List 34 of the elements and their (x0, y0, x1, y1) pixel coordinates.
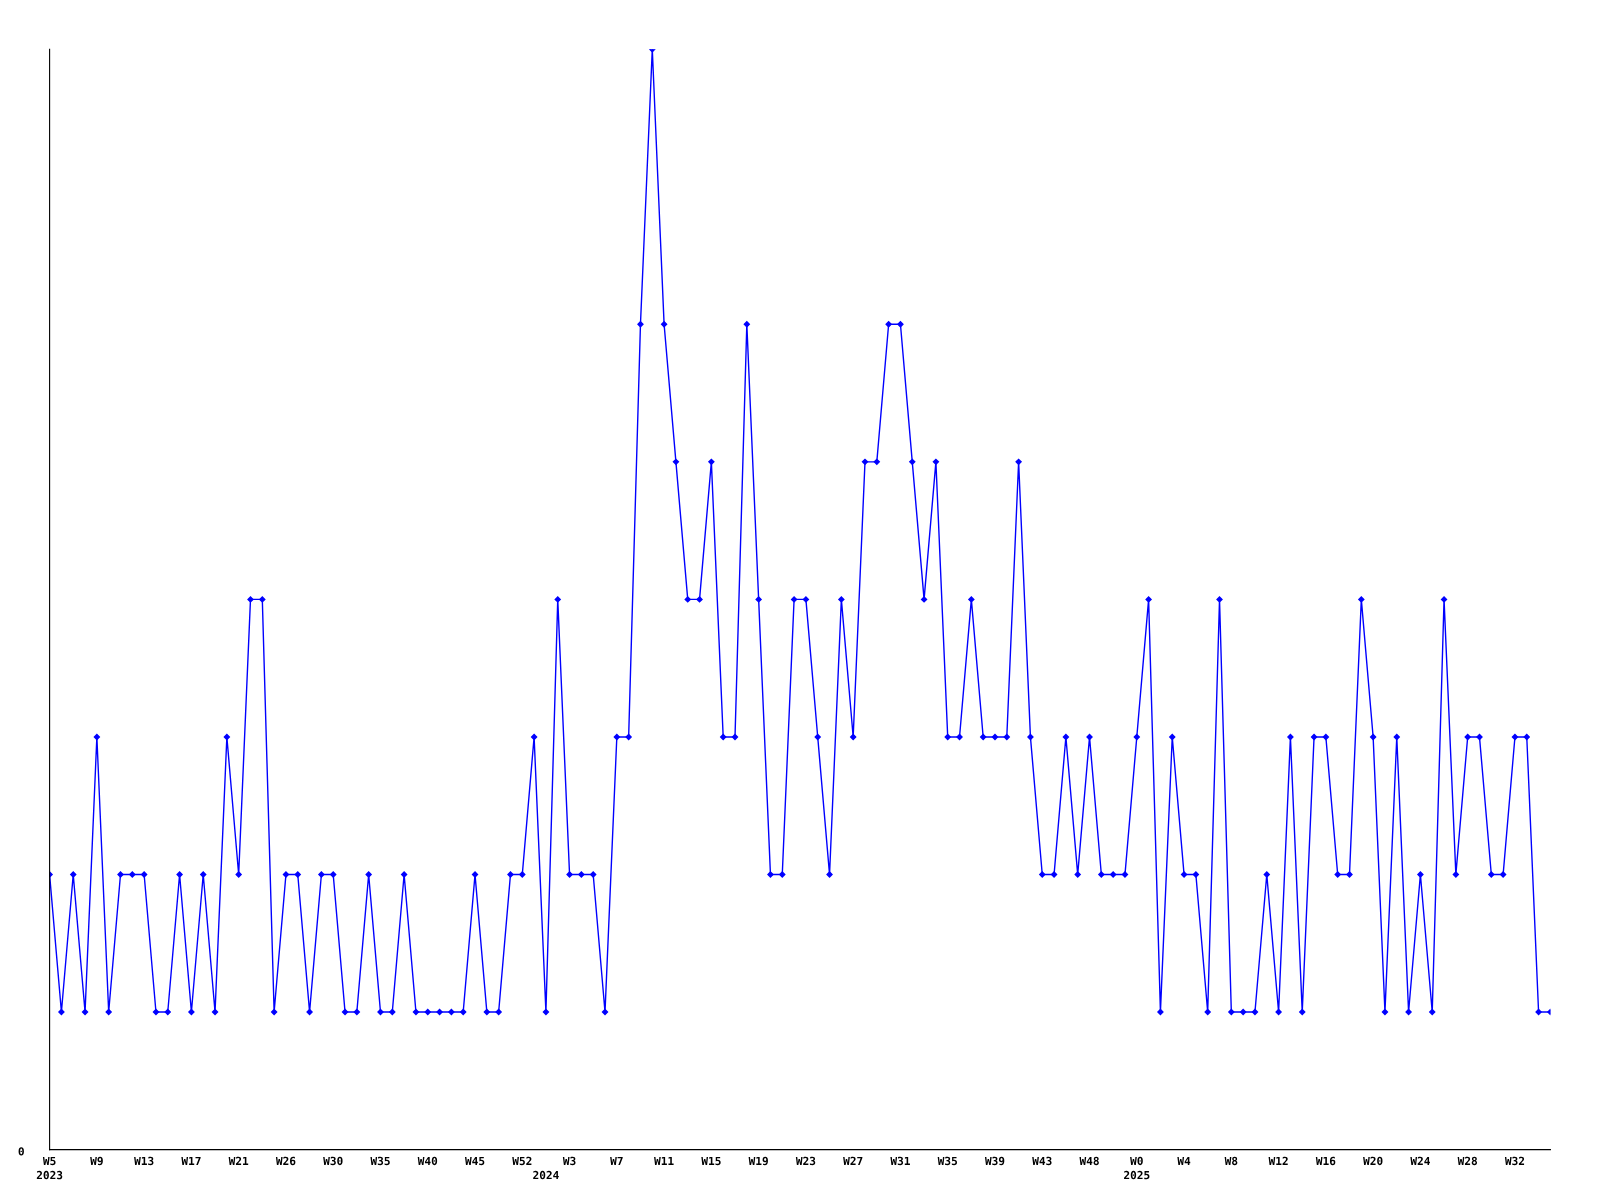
x-tick-label: W20 (1363, 1156, 1383, 1166)
x-tick-label: W11 (654, 1156, 674, 1165)
x-tick-label: W27 (843, 1156, 863, 1165)
x-tick-label: W16 (1315, 1156, 1336, 1166)
x-tick-label: W9 (90, 1156, 103, 1166)
x-tick-label: W40 (417, 1156, 438, 1166)
x-tick-label: W26 (275, 1156, 296, 1166)
x-tick-label: W28 (1457, 1156, 1478, 1166)
text: 0 (18, 1147, 24, 1156)
x-tick-label: W32 (1504, 1156, 1525, 1166)
x-tick-label: W35 (370, 1156, 390, 1166)
x-tick-label: W8 (1224, 1156, 1238, 1166)
x-tick-label: W43 (1032, 1156, 1052, 1166)
x-tick-label: W12 (1268, 1156, 1288, 1165)
x-tick-label: W7 (610, 1156, 623, 1165)
x-tick-label: W23 (795, 1156, 816, 1166)
x-tick-label: W35 (937, 1156, 957, 1166)
x-tick-label: W19 (748, 1156, 768, 1166)
x-tick-label: W15 (701, 1156, 721, 1166)
x-tick-label: 2024 (533, 1170, 559, 1180)
x-tick-label: W45 (464, 1156, 485, 1166)
x-tick-label: W5 2023 (36, 1156, 63, 1180)
x-tick-label: W17 (181, 1156, 201, 1165)
x-tick-label: W39 (984, 1156, 1005, 1166)
x-tick-label: W21 (228, 1156, 249, 1165)
x-tick-label: W52 (512, 1156, 532, 1166)
x-tick-label: W48 (1079, 1156, 1099, 1166)
x-tick-label: W4 (1177, 1156, 1191, 1165)
x-tick-label: W31 (890, 1156, 910, 1166)
x-tick-label: W13 (134, 1156, 154, 1166)
x-tick-label: W24 (1410, 1156, 1430, 1165)
x-tick-label: W3 (562, 1156, 576, 1166)
x-tick-label: W0 2025 (1124, 1156, 1150, 1180)
x-tick-label: W30 (323, 1156, 343, 1166)
